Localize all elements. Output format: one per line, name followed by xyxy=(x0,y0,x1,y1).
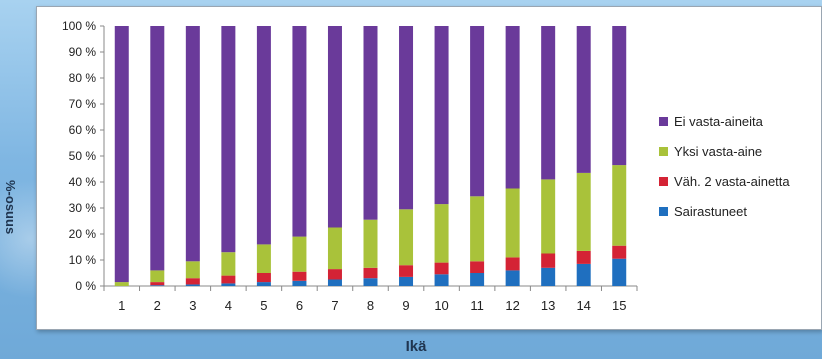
x-tick-label: 9 xyxy=(402,298,409,313)
bar-segment-yksi-vasta-aine xyxy=(114,282,129,286)
y-tick-label: 20 % xyxy=(69,227,97,241)
bar-segment-yksi-vasta-aine xyxy=(434,204,449,263)
bar-segment-v-h-2-vasta-ainetta xyxy=(292,271,307,281)
bar-segment-sairastuneet xyxy=(470,273,485,286)
x-tick-label: 1 xyxy=(118,298,125,313)
bar-segment-sairastuneet xyxy=(434,274,449,286)
x-tick-label: 4 xyxy=(225,298,232,313)
legend-swatch xyxy=(659,117,668,126)
bar-segment-v-h-2-vasta-ainetta xyxy=(612,245,627,259)
y-axis-title: %-osuus xyxy=(3,180,18,235)
bar-segment-yksi-vasta-aine xyxy=(363,219,378,268)
bar-segment-v-h-2-vasta-ainetta xyxy=(434,262,449,275)
legend-label: Ei vasta-aineita xyxy=(674,114,764,129)
x-tick-label: 15 xyxy=(612,298,626,313)
bar-segment-yksi-vasta-aine xyxy=(399,209,414,266)
bar-segment-sairastuneet xyxy=(292,280,307,286)
bar-segment-yksi-vasta-aine xyxy=(150,270,165,283)
y-tick-label: 100 % xyxy=(62,19,96,33)
bar-segment-sairastuneet xyxy=(576,263,591,286)
bar-segment-v-h-2-vasta-ainetta xyxy=(256,273,271,283)
bar-segment-ei-vasta-aineita xyxy=(505,26,520,189)
bar-segment-yksi-vasta-aine xyxy=(185,261,200,279)
y-tick-label: 80 % xyxy=(69,71,97,85)
bar-segment-v-h-2-vasta-ainetta xyxy=(327,269,342,280)
bar-segment-sairastuneet xyxy=(185,284,200,286)
x-tick-label: 8 xyxy=(367,298,374,313)
bar-segment-yksi-vasta-aine xyxy=(576,172,591,251)
bar-segment-sairastuneet xyxy=(505,270,520,286)
bar-segment-yksi-vasta-aine xyxy=(505,188,520,258)
bar-segment-v-h-2-vasta-ainetta xyxy=(541,253,556,268)
bar-segment-yksi-vasta-aine xyxy=(327,227,342,270)
x-tick-label: 6 xyxy=(296,298,303,313)
legend-swatch xyxy=(659,207,668,216)
stacked-bar-chart: 0 % 10 % 20 % 30 % 40 % 50 % 60 % 70 % 80 % 90 % 1… xyxy=(62,19,790,313)
bar-segment-ei-vasta-aineita xyxy=(363,26,378,220)
y-tick-label: 0 % xyxy=(75,279,96,293)
chart-panel: 0 % 10 % 20 % 30 % 40 % 50 % 60 % 70 % 80 % 90 % 1… xyxy=(36,6,822,330)
legend-swatch xyxy=(659,147,668,156)
bar-segment-v-h-2-vasta-ainetta xyxy=(505,257,520,271)
bar-segment-v-h-2-vasta-ainetta xyxy=(221,275,236,284)
legend-label: Yksi vasta-aine xyxy=(674,144,762,159)
x-tick-label: 12 xyxy=(505,298,519,313)
bar-segment-ei-vasta-aineita xyxy=(185,26,200,262)
bar-segment-ei-vasta-aineita xyxy=(114,26,129,283)
x-axis-title: Ikä xyxy=(405,338,427,355)
bar-segment-ei-vasta-aineita xyxy=(292,26,307,237)
y-tick-label: 70 % xyxy=(69,97,97,111)
bar-segment-ei-vasta-aineita xyxy=(221,26,236,253)
bar-segment-ei-vasta-aineita xyxy=(541,26,556,180)
bar-segment-ei-vasta-aineita xyxy=(434,26,449,205)
bar-segment-ei-vasta-aineita xyxy=(612,26,627,166)
bar-segment-yksi-vasta-aine xyxy=(292,236,307,272)
bar-segment-v-h-2-vasta-ainetta xyxy=(150,282,165,286)
bar-segment-v-h-2-vasta-ainetta xyxy=(470,261,485,273)
bar-segment-v-h-2-vasta-ainetta xyxy=(399,265,414,277)
bar-segment-sairastuneet xyxy=(612,258,627,286)
bar-segment-yksi-vasta-aine xyxy=(541,179,556,254)
x-tick-label: 5 xyxy=(260,298,267,313)
y-tick-label: 40 % xyxy=(69,175,97,189)
bar-segment-ei-vasta-aineita xyxy=(576,26,591,173)
x-tick-label: 7 xyxy=(331,298,338,313)
bar-segment-ei-vasta-aineita xyxy=(470,26,485,197)
x-tick-label: 2 xyxy=(154,298,161,313)
bar-segment-sairastuneet xyxy=(541,267,556,286)
bar-segment-sairastuneet xyxy=(327,279,342,286)
y-tick-label: 60 % xyxy=(69,123,97,137)
legend-label: Väh. 2 vasta-ainetta xyxy=(674,174,790,189)
y-tick-label: 10 % xyxy=(69,253,97,267)
bar-segment-sairastuneet xyxy=(363,278,378,286)
bar-segment-yksi-vasta-aine xyxy=(256,244,271,273)
y-tick-label: 90 % xyxy=(69,45,97,59)
bar-segment-v-h-2-vasta-ainetta xyxy=(576,250,591,264)
bar-segment-sairastuneet xyxy=(150,285,165,286)
bar-segment-sairastuneet xyxy=(221,283,236,286)
bar-segment-yksi-vasta-aine xyxy=(612,165,627,246)
bar-segment-ei-vasta-aineita xyxy=(150,26,165,271)
bar-segment-ei-vasta-aineita xyxy=(399,26,414,210)
bar-segment-sairastuneet xyxy=(256,282,271,286)
x-tick-label: 14 xyxy=(576,298,590,313)
y-tick-label: 30 % xyxy=(69,201,97,215)
legend-swatch xyxy=(659,177,668,186)
y-tick-label: 50 % xyxy=(69,149,97,163)
x-tick-label: 13 xyxy=(541,298,555,313)
x-tick-label: 3 xyxy=(189,298,196,313)
bar-segment-ei-vasta-aineita xyxy=(327,26,342,228)
legend-label: Sairastuneet xyxy=(674,204,747,219)
bar-segment-v-h-2-vasta-ainetta xyxy=(185,278,200,285)
bar-segment-ei-vasta-aineita xyxy=(256,26,271,245)
bar-segment-sairastuneet xyxy=(399,276,414,286)
x-tick-label: 11 xyxy=(470,298,484,313)
bar-segment-yksi-vasta-aine xyxy=(470,196,485,262)
x-tick-label: 10 xyxy=(434,298,448,313)
bar-segment-v-h-2-vasta-ainetta xyxy=(363,267,378,279)
bar-segment-yksi-vasta-aine xyxy=(221,252,236,276)
